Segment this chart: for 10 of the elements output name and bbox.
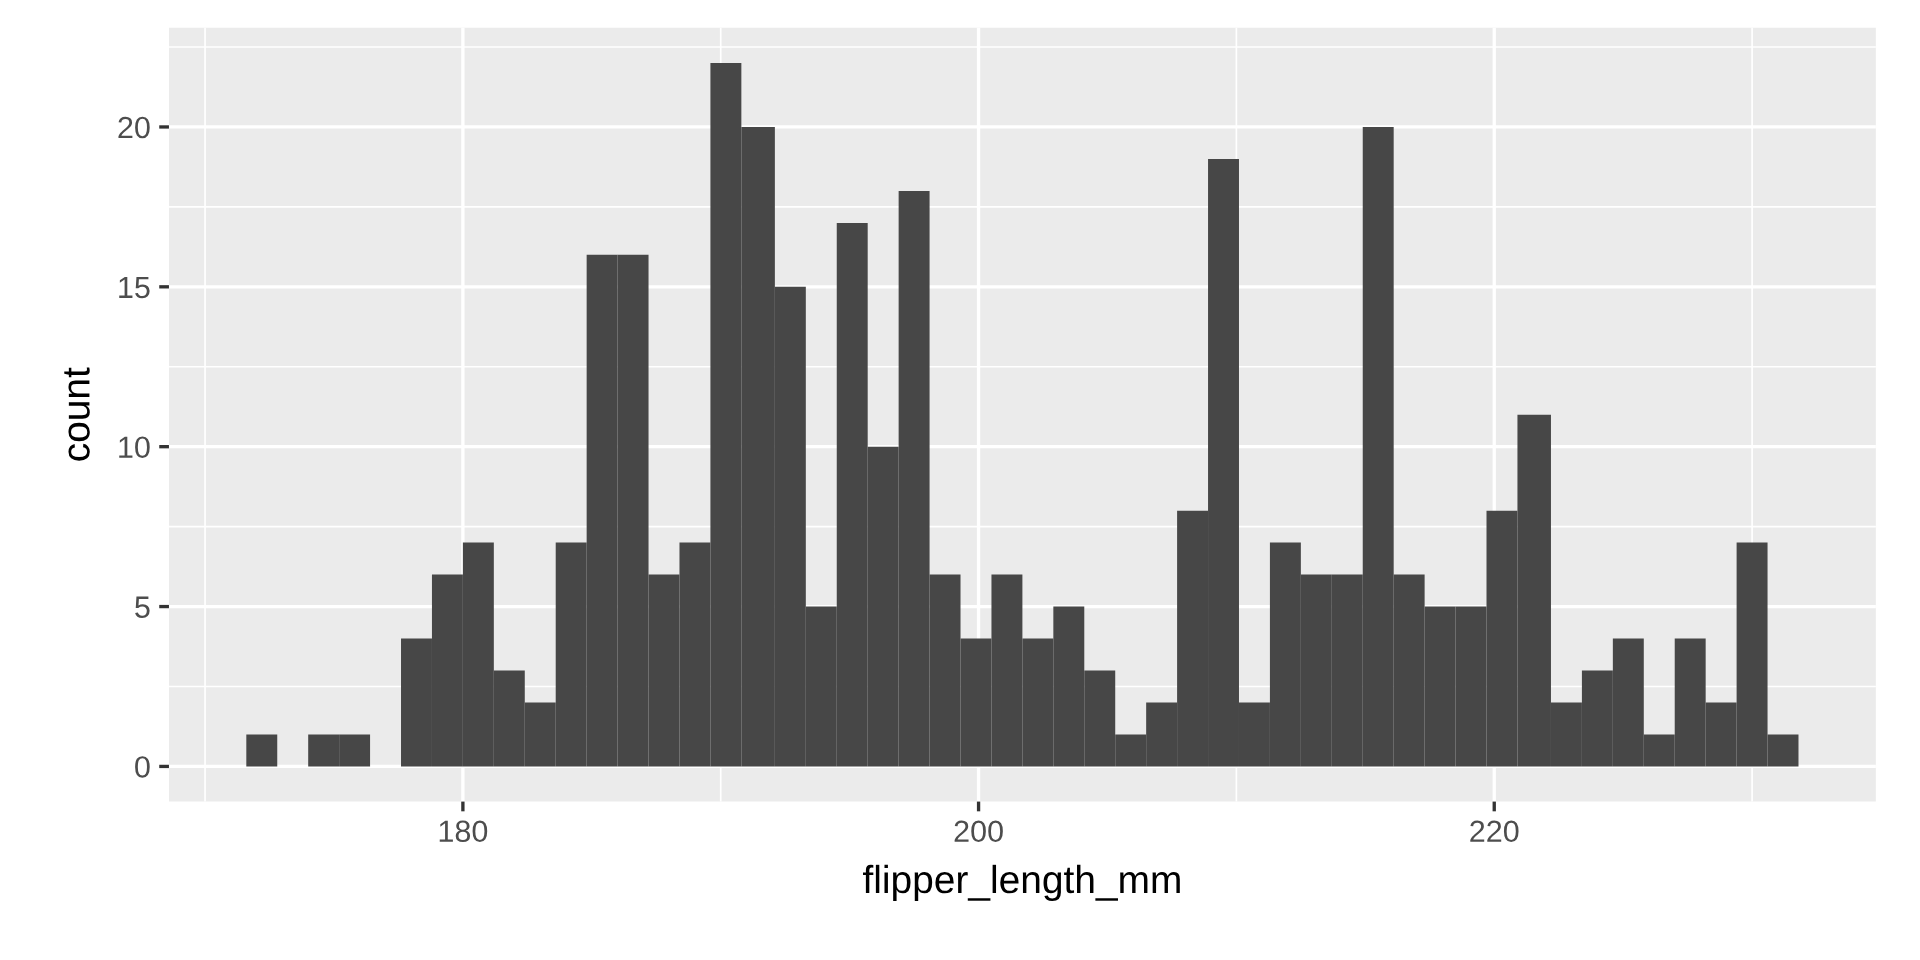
y-tick-label: 10 [119, 436, 150, 459]
x-tick-label: 220 [1470, 820, 1519, 843]
y-tick-label: 15 [119, 276, 150, 299]
y-tick-label: 0 [135, 756, 150, 778]
x-tick-label: 180 [439, 820, 488, 843]
y-axis-title: count [64, 367, 90, 461]
y-tick-label: 5 [135, 596, 150, 618]
x-tick-label: 200 [954, 820, 1003, 843]
y-tick-label: 20 [118, 116, 150, 139]
x-axis-title: flipper_length_mm [863, 864, 1180, 902]
